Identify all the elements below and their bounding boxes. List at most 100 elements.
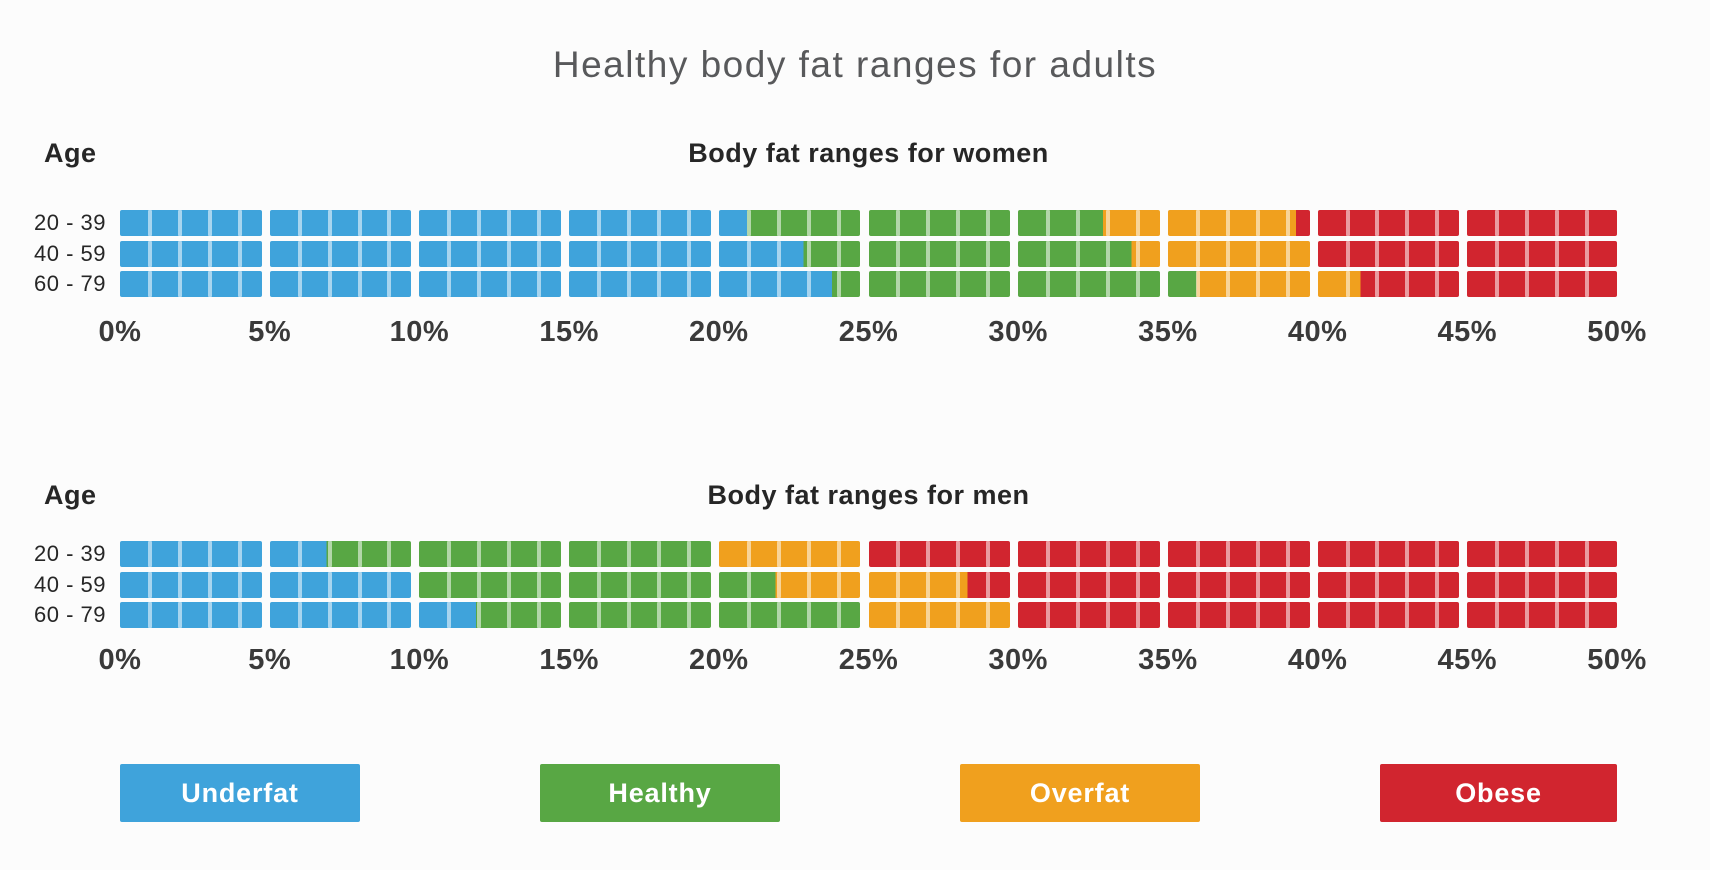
tick-mark (297, 602, 302, 629)
axis-tick-label: 50% (1587, 316, 1647, 348)
age-axis-label: Age (44, 138, 97, 168)
tick-mark (1106, 240, 1110, 267)
bar-block (1167, 571, 1310, 598)
legend-item-overfat: Overfat (960, 764, 1200, 822)
age-row-label: 60 - 79 (34, 602, 106, 628)
bar-block (569, 271, 711, 298)
tick-mark (177, 240, 182, 267)
tick-mark (1435, 210, 1440, 236)
tick-mark (1495, 240, 1500, 267)
tick-mark (836, 271, 841, 298)
bar-block (868, 571, 1011, 598)
tick-mark (207, 602, 212, 629)
tick-mark (1255, 541, 1260, 567)
tick-mark (387, 571, 392, 598)
tick-mark (357, 271, 362, 298)
bar-block (1167, 602, 1310, 629)
bar-block (269, 571, 412, 598)
bar-block (1467, 271, 1617, 298)
bar-block (718, 602, 861, 629)
tick-mark (1435, 240, 1440, 267)
bar-block (419, 210, 562, 236)
tick-mark (1555, 602, 1560, 629)
tick-mark (1585, 571, 1590, 598)
bar-block (419, 602, 562, 629)
tick-mark (1345, 271, 1350, 298)
tick-mark (746, 602, 751, 629)
tick-mark (776, 240, 781, 267)
tick-mark (1255, 210, 1260, 236)
tick-mark (597, 210, 602, 236)
legend-item-obese: Obese (1380, 764, 1617, 822)
bar-block (569, 210, 711, 236)
bar-block (868, 240, 1011, 267)
tick-mark (477, 210, 482, 236)
legend-label-obese: Obese (1455, 777, 1542, 808)
tick-mark (1076, 602, 1081, 629)
bar-block (569, 602, 711, 629)
tick-mark (507, 541, 512, 567)
tick-mark (597, 602, 602, 629)
tick-mark (1255, 240, 1260, 267)
tick-mark (297, 271, 302, 298)
bar-block (868, 210, 1011, 236)
tick-mark (177, 602, 182, 629)
tick-mark (537, 602, 542, 629)
axis-tick-label: 30% (988, 644, 1048, 676)
tick-mark (806, 571, 811, 598)
tick-mark (656, 541, 661, 567)
tick-mark (147, 571, 152, 598)
tick-mark (327, 541, 332, 567)
tick-mark (986, 602, 991, 629)
tick-mark (776, 210, 781, 236)
tick-mark (686, 210, 691, 236)
women-chart-header: Age Body fat ranges for women (0, 138, 1710, 172)
tick-mark (1046, 541, 1051, 567)
bar-block (1317, 571, 1460, 598)
tick-mark (986, 541, 991, 567)
tick-mark (507, 210, 512, 236)
age-row-label: 20 - 39 (34, 210, 106, 235)
tick-mark (686, 571, 691, 598)
tick-mark (1375, 602, 1380, 629)
bar-block (269, 271, 412, 298)
tick-mark (956, 271, 961, 298)
tick-mark (1285, 210, 1290, 236)
tick-mark (926, 210, 931, 236)
tick-mark (1225, 210, 1230, 236)
tick-mark (1046, 602, 1051, 629)
tick-mark (507, 602, 512, 629)
tick-mark (1435, 571, 1440, 598)
bar-block (120, 271, 262, 298)
legend-label-underfat: Underfat (181, 777, 299, 808)
tick-mark (1046, 571, 1051, 598)
tick-mark (1525, 271, 1530, 298)
tick-mark (327, 240, 332, 267)
tick-mark (387, 541, 392, 567)
tick-mark (357, 541, 362, 567)
tick-mark (926, 571, 931, 598)
tick-mark (1585, 271, 1590, 298)
tick-mark (746, 571, 751, 598)
tick-mark (1495, 271, 1500, 298)
tick-mark (1195, 240, 1200, 267)
bar-block (1467, 571, 1617, 598)
axis-tick-label: 5% (248, 316, 292, 348)
women-chart-title: Body fat ranges for women (688, 138, 1049, 168)
axis-tick-label: 10% (389, 644, 450, 676)
tick-mark (806, 541, 811, 567)
tick-mark (1106, 602, 1110, 629)
tick-mark (1495, 210, 1500, 236)
tick-mark (1375, 240, 1380, 267)
bar-block (419, 240, 562, 267)
tick-mark (1135, 602, 1140, 629)
bar-block (1167, 541, 1310, 567)
tick-mark (1076, 271, 1081, 298)
tick-mark (1555, 541, 1560, 567)
tick-mark (537, 541, 542, 567)
tick-mark (836, 571, 841, 598)
tick-mark (477, 240, 482, 267)
bar-block (718, 240, 861, 267)
bar-block (1018, 240, 1160, 267)
tick-mark (1555, 210, 1560, 236)
